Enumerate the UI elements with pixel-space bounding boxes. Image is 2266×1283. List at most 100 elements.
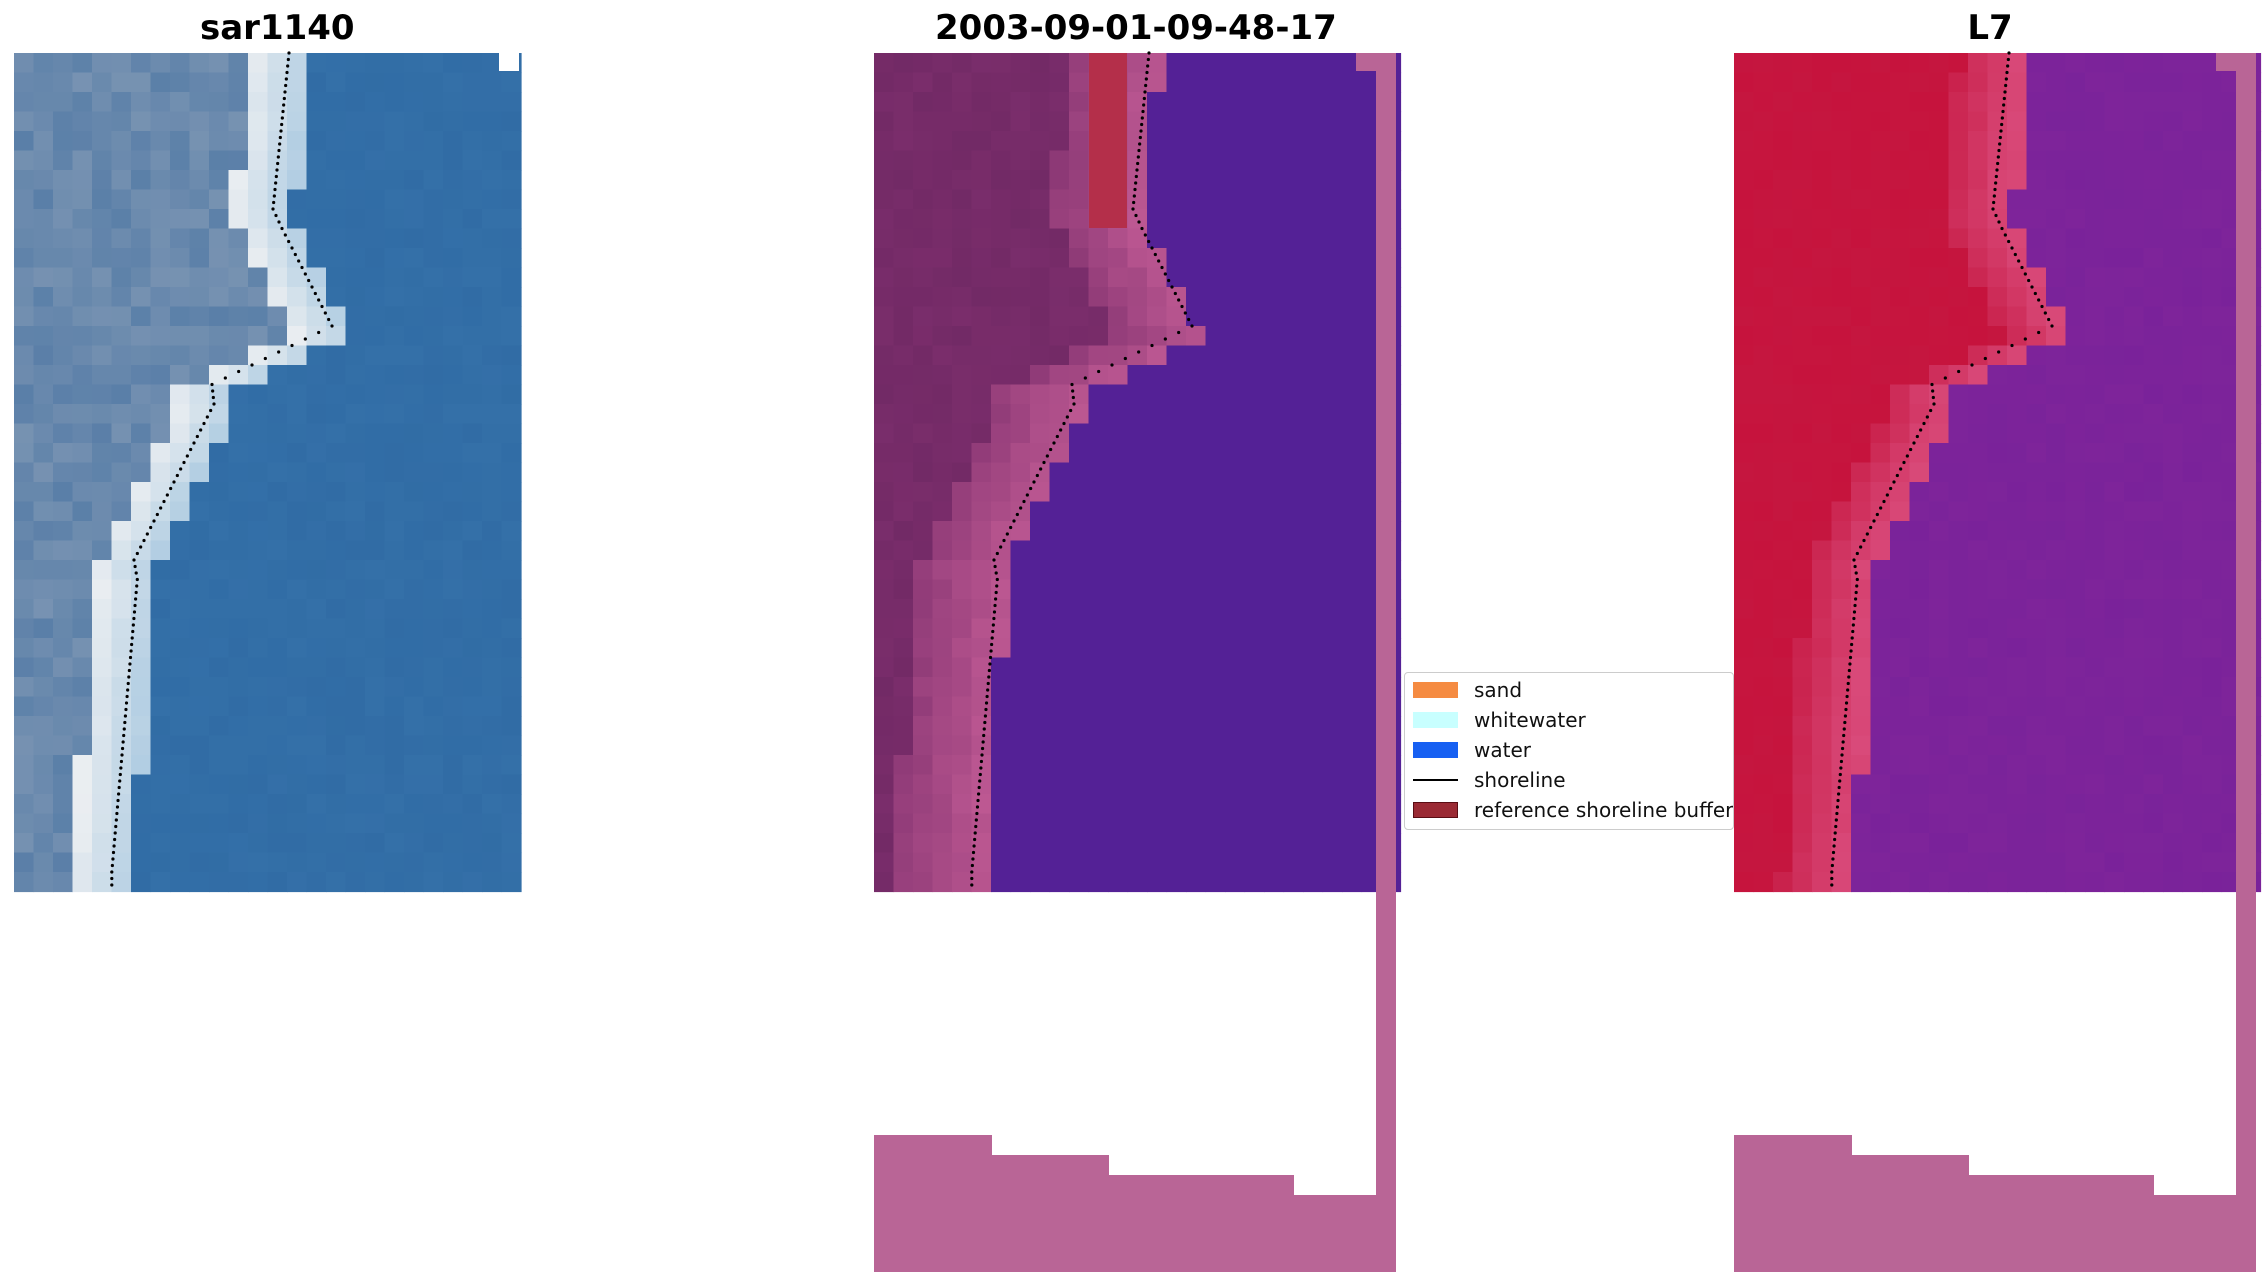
shoreline-point: [274, 213, 278, 218]
shoreline-point: [1150, 343, 1154, 348]
shoreline-point: [1123, 356, 1127, 361]
shoreline-point: [284, 77, 288, 81]
shoreline-point: [1837, 792, 1841, 796]
legend-item-water: water: [1413, 735, 1531, 765]
shoreline-point: [1996, 161, 2000, 166]
shoreline-point: [1852, 610, 1857, 614]
shoreline-point: [133, 603, 137, 608]
shoreline-point: [1138, 142, 1142, 146]
shoreline-point: [277, 350, 281, 354]
shoreline-point: [1854, 571, 1858, 575]
legend-label-reference-buffer: reference shoreline buffer: [1474, 798, 1734, 822]
shoreline-point: [1991, 207, 1995, 211]
shoreline-point: [290, 343, 294, 348]
shoreline-point: [2030, 285, 2034, 289]
shoreline-point: [2000, 116, 2004, 120]
shoreline-point: [286, 64, 290, 68]
shoreline-point: [1146, 64, 1150, 68]
shoreline-point: [1875, 512, 1879, 517]
shoreline-point: [124, 701, 129, 705]
legend-item-reference-buffer: reference shoreline buffer: [1413, 795, 1733, 825]
shoreline-point: [1899, 467, 1903, 471]
shoreline-point: [2050, 324, 2054, 328]
shoreline-point: [1970, 363, 1974, 367]
shoreline-point: [1853, 603, 1857, 608]
shoreline-point: [994, 571, 998, 575]
shoreline-point: [1180, 304, 1184, 309]
shoreline-point: [991, 623, 995, 627]
shoreline-point: [123, 714, 127, 718]
shoreline-point: [327, 317, 331, 322]
shoreline-point: [195, 434, 199, 439]
shoreline-point: [1932, 402, 1936, 406]
sand-swatch: [1413, 682, 1458, 698]
shoreline-point: [209, 408, 213, 413]
shoreline-point: [1140, 226, 1144, 231]
reference-buffer-swatch: [1413, 802, 1458, 818]
shoreline-point: [1137, 148, 1141, 153]
shoreline-point: [145, 532, 149, 536]
shoreline-point: [983, 714, 988, 718]
shoreline-point: [280, 116, 284, 120]
shoreline-point: [307, 278, 311, 283]
shoreline-point: [989, 649, 993, 653]
shoreline-point: [212, 402, 216, 406]
shoreline-point: [165, 493, 169, 497]
shoreline-point: [1069, 408, 1073, 413]
shoreline-point: [994, 590, 998, 595]
shoreline-point: [1994, 213, 1998, 218]
shoreline-point: [1840, 746, 1845, 751]
shoreline-point: [1869, 525, 1873, 530]
shoreline-point: [1879, 506, 1883, 510]
shoreline-point: [2037, 298, 2041, 302]
shoreline-point: [317, 298, 321, 302]
shoreline-point: [142, 538, 146, 543]
shoreline-point: [1855, 551, 1859, 556]
shoreline-point: [117, 792, 121, 796]
water-swatch: [1413, 742, 1458, 758]
shoreline-point: [114, 818, 118, 822]
shoreline-point: [169, 486, 173, 491]
shoreline-point: [2004, 83, 2008, 88]
shoreline-point: [1832, 844, 1836, 848]
shoreline-point: [317, 330, 321, 335]
shoreline-point: [133, 564, 137, 569]
shoreline-point: [2020, 265, 2024, 270]
shoreline-point: [2017, 259, 2021, 263]
shoreline-point: [1097, 369, 1101, 374]
shoreline-point: [1909, 447, 1913, 452]
shoreline-point: [1834, 818, 1838, 822]
shoreline-point: [134, 571, 138, 575]
shoreline-point: [1170, 285, 1174, 289]
shoreline-point: [286, 57, 290, 62]
shoreline-point: [323, 311, 327, 315]
shoreline-point: [1847, 675, 1851, 679]
shoreline-point: [2000, 122, 2004, 127]
shoreline-point: [210, 382, 214, 387]
shoreline-point: [282, 96, 286, 101]
shoreline-point: [278, 142, 282, 146]
shoreline-point: [115, 811, 119, 816]
shoreline-point: [974, 824, 978, 829]
shoreline-point: [1852, 558, 1856, 562]
shoreline-point: [283, 90, 287, 94]
shoreline-point: [175, 473, 179, 478]
shoreline-point: [992, 616, 996, 621]
shoreline-point: [1029, 486, 1033, 491]
shoreline-point: [1139, 129, 1143, 133]
shoreline-point: [111, 857, 115, 861]
shoreline-point: [1925, 415, 1929, 419]
shoreline-point: [1144, 83, 1148, 88]
shoreline-point: [1995, 168, 1999, 172]
shoreline-point: [1905, 454, 1909, 458]
shoreline-point: [131, 629, 135, 634]
shoreline-point: [1843, 714, 1847, 718]
shoreline-point: [1844, 707, 1848, 712]
shoreline-point: [172, 480, 176, 484]
shoreline-point: [1145, 70, 1149, 75]
shoreline-point: [111, 850, 116, 855]
shoreline-point: [130, 636, 134, 640]
shoreline-point: [272, 200, 276, 205]
